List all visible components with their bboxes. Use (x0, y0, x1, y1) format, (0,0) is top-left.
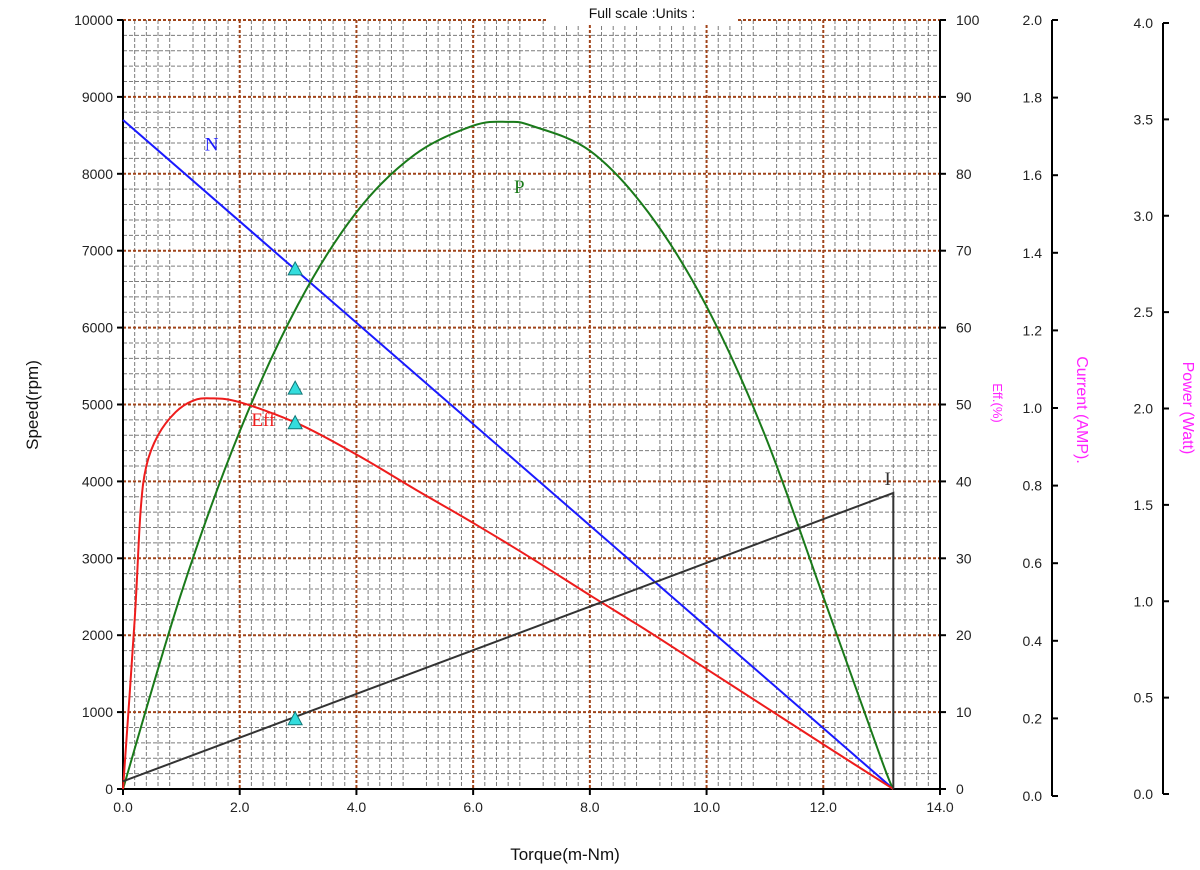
axes: 0100020003000400050006000700080009000100… (74, 12, 1169, 815)
series-line-p (122, 120, 895, 790)
chart-header: Full scale :Units : (589, 5, 696, 21)
plot-grid (123, 19, 940, 789)
power-tick-label: 4.0 (1134, 15, 1154, 31)
torque-tick-label: 2.0 (230, 799, 250, 815)
current-tick-label: 2.0 (1023, 12, 1043, 28)
eff-tick-label: 90 (956, 89, 972, 105)
torque-tick-label: 0.0 (113, 799, 133, 815)
eff-tick-label: 70 (956, 243, 972, 259)
speed-tick-label: 8000 (82, 166, 113, 182)
speed-tick-label: 10000 (74, 12, 113, 28)
operating-point-markers (287, 260, 303, 726)
series-label-n: N (205, 135, 219, 156)
eff-tick-label: 30 (956, 550, 972, 566)
current-tick-label: 0.8 (1023, 478, 1043, 494)
torque-tick-label: 10.0 (693, 799, 720, 815)
current-tick-label: 0.0 (1023, 788, 1043, 804)
series-line-n (122, 119, 894, 790)
speed-axis-title: Speed(rpm) (23, 360, 42, 450)
current-tick-label: 0.6 (1023, 555, 1043, 571)
power-tick-label: 1.0 (1134, 593, 1154, 609)
eff-tick-label: 60 (956, 320, 972, 336)
speed-tick-label: 4000 (82, 473, 113, 489)
power-tick-label: 1.5 (1134, 497, 1154, 513)
torque-tick-label: 12.0 (810, 799, 837, 815)
speed-tick-label: 6000 (82, 320, 113, 336)
current-tick-label: 1.4 (1023, 245, 1043, 261)
operating-point-marker-eff (287, 414, 303, 430)
torque-tick-label: 8.0 (580, 799, 600, 815)
power-tick-label: 0.5 (1134, 690, 1154, 706)
current-tick-label: 1.2 (1023, 322, 1043, 338)
current-tick-label: 1.6 (1023, 167, 1043, 183)
current-axis-title: Current (AMP). (1073, 356, 1090, 464)
eff-tick-label: 100 (956, 12, 980, 28)
operating-point-marker-speed (287, 260, 303, 276)
power-axis-title: Power (Watt) (1179, 362, 1196, 455)
current-tick-label: 1.8 (1023, 90, 1043, 106)
eff-tick-label: 10 (956, 704, 972, 720)
series-lines (122, 119, 895, 790)
eff-axis-title: Eff.(%) (990, 383, 1005, 423)
operating-point-marker-power (287, 380, 303, 395)
power-tick-label: 0.0 (1134, 786, 1154, 802)
speed-tick-label: 0 (105, 781, 113, 797)
power-tick-label: 2.5 (1134, 304, 1154, 320)
series-label-i: I (885, 469, 891, 490)
speed-tick-label: 7000 (82, 243, 113, 259)
series-label-eff: Eff (251, 410, 276, 431)
current-tick-label: 1.0 (1023, 400, 1043, 416)
series-label-p: P (514, 177, 525, 198)
torque-tick-label: 14.0 (926, 799, 953, 815)
torque-axis-title: Torque(m-Nm) (510, 845, 620, 864)
power-tick-label: 2.0 (1134, 401, 1154, 417)
current-tick-label: 0.2 (1023, 710, 1043, 726)
power-tick-label: 3.0 (1134, 208, 1154, 224)
eff-tick-label: 80 (956, 166, 972, 182)
eff-tick-label: 0 (956, 781, 964, 797)
series-line-eff (122, 397, 894, 790)
speed-tick-label: 5000 (82, 397, 113, 413)
torque-tick-label: 4.0 (347, 799, 367, 815)
eff-tick-label: 20 (956, 627, 972, 643)
torque-tick-label: 6.0 (463, 799, 483, 815)
labels: N P Eff I (205, 135, 891, 491)
eff-tick-label: 50 (956, 397, 972, 413)
current-tick-label: 0.4 (1023, 633, 1043, 649)
header-box (548, 3, 738, 25)
speed-tick-label: 1000 (82, 704, 113, 720)
power-tick-label: 3.5 (1134, 111, 1154, 127)
speed-tick-label: 3000 (82, 550, 113, 566)
speed-tick-label: 2000 (82, 627, 113, 643)
speed-tick-label: 9000 (82, 89, 113, 105)
eff-tick-label: 40 (956, 473, 972, 489)
series-line-i (122, 491, 895, 789)
operating-point-marker-current (287, 710, 303, 726)
